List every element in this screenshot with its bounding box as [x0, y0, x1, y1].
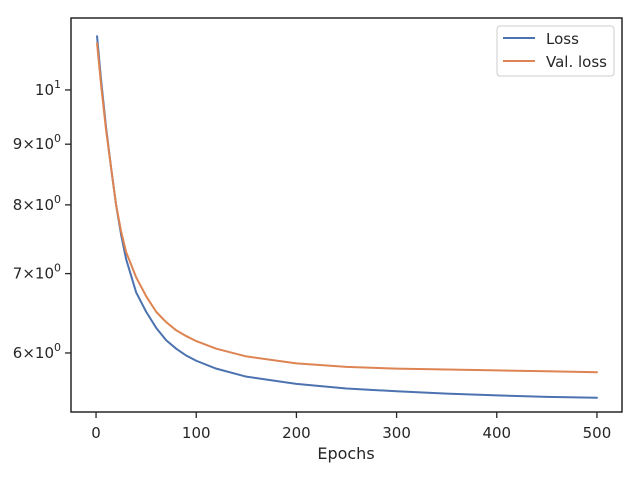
plot-frame: [70, 17, 623, 413]
y-tick-label: 7×100: [13, 262, 61, 283]
series-line-val-loss: [96, 42, 598, 374]
series-line-loss: [96, 35, 598, 399]
legend: Loss Val. loss: [496, 25, 615, 77]
x-tick-label: 300: [382, 424, 411, 442]
y-tick-label: 8×100: [13, 193, 61, 214]
y-tick-label: 6×100: [13, 341, 61, 362]
ticks-layer: 0 100 200 300 400 500 6×100 7×100 8×100 9×100 101: [13, 78, 611, 442]
x-tick-label: 400: [482, 424, 511, 442]
x-tick-label: 0: [91, 424, 101, 442]
y-tick-label: 101: [35, 78, 61, 99]
legend-label-loss: Loss: [546, 30, 579, 48]
x-tick-label: 500: [583, 424, 612, 442]
legend-label-val-loss: Val. loss: [546, 53, 607, 71]
x-axis-title: Epochs: [317, 444, 374, 463]
x-tick-label: 100: [182, 424, 211, 442]
y-tick-label: 9×100: [13, 132, 61, 153]
series-lines: [96, 35, 598, 399]
x-tick-label: 200: [282, 424, 311, 442]
